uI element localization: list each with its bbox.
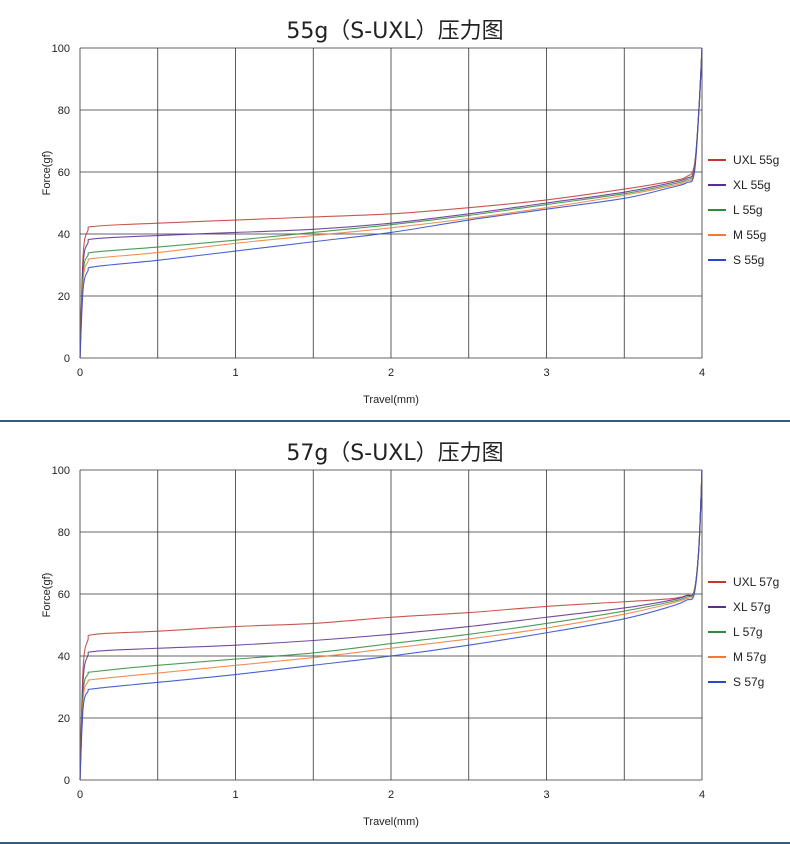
x-tick-label: 4 <box>699 367 705 379</box>
legend-label: S 55g <box>733 253 764 267</box>
series-line-xl-55g <box>79 47 703 359</box>
x-tick-label: 1 <box>232 367 238 379</box>
x-tick-label: 1 <box>232 789 238 801</box>
y-tick-label: 60 <box>58 167 70 179</box>
legend: UXL 57g XL 57g L 57g M 57g S 57g <box>708 575 779 689</box>
x-axis-label: Travel(mm) <box>363 816 419 828</box>
legend-label: XL 57g <box>733 600 771 614</box>
x-tick-label: 4 <box>699 789 705 801</box>
grid <box>79 469 703 781</box>
series-line-uxl-55g <box>79 47 703 359</box>
y-tick-label: 100 <box>52 465 70 477</box>
series-line-l-55g <box>79 47 703 359</box>
y-tick-label: 60 <box>58 589 70 601</box>
legend-label: XL 55g <box>733 178 771 192</box>
plot-area <box>79 47 703 359</box>
y-tick-label: 0 <box>64 775 70 787</box>
x-tick-label: 0 <box>77 367 83 379</box>
legend-label: UXL 57g <box>733 575 779 589</box>
x-axis-label: Travel(mm) <box>363 394 419 406</box>
y-axis-label: Force(gf) <box>41 151 53 196</box>
legend-label: M 57g <box>733 650 766 664</box>
series-line-s-57g <box>79 469 703 781</box>
x-tick-label: 2 <box>388 367 394 379</box>
x-tick-label: 2 <box>388 789 394 801</box>
grid <box>79 47 703 359</box>
series-line-xl-57g <box>79 469 703 781</box>
plot-area <box>79 469 703 781</box>
y-tick-label: 20 <box>58 713 70 725</box>
chart-panel-57g: 57g（S-UXL）压力图 0 1 2 3 4 0 20 40 60 80 100 Travel(mm)… <box>0 422 790 843</box>
bottom-divider <box>0 842 790 844</box>
series-line-m-55g <box>79 47 703 359</box>
y-tick-label: 40 <box>58 651 70 663</box>
chart-title: 55g（S-UXL）压力图 <box>286 19 503 44</box>
chart-title: 57g（S-UXL）压力图 <box>286 441 503 466</box>
y-tick-label: 100 <box>52 43 70 55</box>
y-tick-label: 80 <box>58 105 70 117</box>
x-tick-label: 0 <box>77 789 83 801</box>
legend-label: M 55g <box>733 228 766 242</box>
y-axis-label: Force(gf) <box>41 573 53 618</box>
legend-label: L 55g <box>733 203 763 217</box>
y-tick-label: 20 <box>58 291 70 303</box>
legend-label: S 57g <box>733 675 764 689</box>
y-tick-label: 40 <box>58 229 70 241</box>
series-line-l-57g <box>79 469 703 781</box>
legend-label: UXL 55g <box>733 153 779 167</box>
legend-label: L 57g <box>733 625 763 639</box>
x-tick-label: 3 <box>543 789 549 801</box>
x-tick-label: 3 <box>543 367 549 379</box>
y-tick-label: 0 <box>64 353 70 365</box>
legend: UXL 55g XL 55g L 55g M 55g S 55g <box>708 153 779 267</box>
panel-divider <box>0 420 790 422</box>
series-line-m-57g <box>79 469 703 781</box>
series-line-s-55g <box>79 47 703 359</box>
y-tick-label: 80 <box>58 527 70 539</box>
chart-panel-55g: 55g（S-UXL）压力图 0 1 2 3 4 0 20 40 60 80 100 Travel(mm)… <box>0 0 790 421</box>
